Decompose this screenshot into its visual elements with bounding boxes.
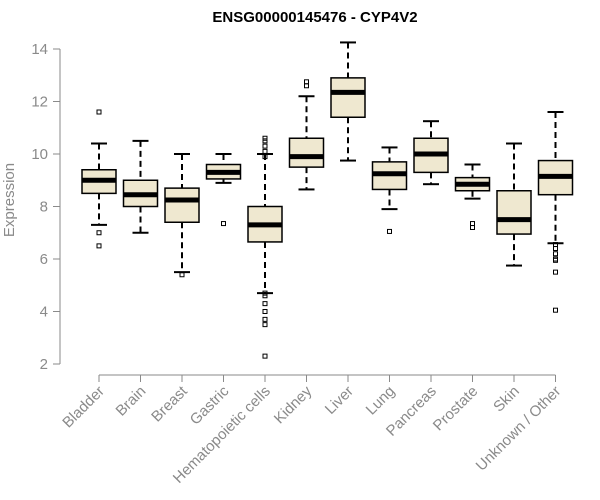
box-hematopoietic-cells — [247, 135, 283, 359]
outlier-point — [262, 154, 268, 160]
outlier-point — [96, 109, 102, 115]
outlier-point — [262, 353, 268, 359]
x-tick-label: Bladder — [59, 383, 108, 432]
outlier-point — [470, 225, 475, 230]
outlier-point — [553, 246, 558, 251]
outlier-point — [553, 269, 558, 275]
box-unknown-other — [537, 111, 574, 313]
outlier-point — [221, 221, 226, 227]
box-skin — [496, 142, 532, 267]
chart-title: ENSG00000145476 - CYP4V2 — [212, 9, 417, 26]
y-tick-label: 6 — [40, 251, 48, 268]
outlier-point — [262, 293, 268, 299]
box-brain — [122, 139, 159, 234]
y-axis: 2 4 6 8 10 12 14 — [31, 41, 61, 373]
outlier-point — [304, 83, 309, 89]
y-tick-label: 8 — [40, 199, 48, 216]
box-pancreas — [413, 120, 449, 186]
outlier-point — [262, 143, 268, 149]
box-prostate — [454, 163, 491, 230]
box-bladder — [81, 109, 117, 249]
box-lung — [371, 146, 408, 234]
y-axis-label: Expression — [1, 163, 18, 237]
x-tick-label: Skin — [490, 383, 523, 416]
y-tick-label: 12 — [31, 94, 48, 111]
outlier-point — [262, 316, 268, 322]
box-gastric — [205, 153, 242, 227]
x-tick-label: Lung — [363, 383, 399, 419]
iqr-box — [164, 187, 200, 223]
iqr-box — [496, 190, 532, 235]
outlier-point — [304, 79, 309, 85]
y-tick-label: 10 — [31, 146, 48, 163]
x-tick-label: Breast — [148, 382, 191, 425]
outlier-point — [262, 301, 268, 307]
boxes — [81, 41, 574, 359]
outlier-point — [179, 272, 185, 278]
outlier-point — [470, 221, 475, 227]
outlier-point — [262, 309, 268, 314]
x-tick-label: Kidney — [271, 382, 316, 427]
outlier-point — [262, 135, 268, 141]
outlier-point — [96, 243, 102, 249]
outlier-point — [96, 230, 102, 236]
outlier-point — [262, 148, 268, 154]
outlier-point — [553, 251, 558, 257]
y-tick-label: 2 — [40, 356, 48, 373]
outlier-point — [553, 257, 558, 263]
iqr-box — [330, 77, 366, 118]
box-liver — [330, 41, 366, 162]
x-tick-label: Liver — [322, 383, 357, 418]
y-tick-label: 14 — [31, 41, 48, 58]
outlier-point — [262, 290, 268, 296]
y-tick-label: 4 — [40, 304, 48, 321]
outlier-point — [387, 228, 392, 234]
box-breast — [164, 153, 200, 278]
outlier-point — [553, 256, 558, 262]
outlier-point — [262, 138, 268, 144]
iqr-box — [288, 137, 325, 168]
x-tick-label: Prostate — [430, 383, 482, 435]
x-tick-label: Brain — [113, 383, 150, 420]
outlier-point — [262, 322, 268, 328]
outlier-point — [553, 307, 558, 313]
box-kidney — [288, 79, 325, 191]
